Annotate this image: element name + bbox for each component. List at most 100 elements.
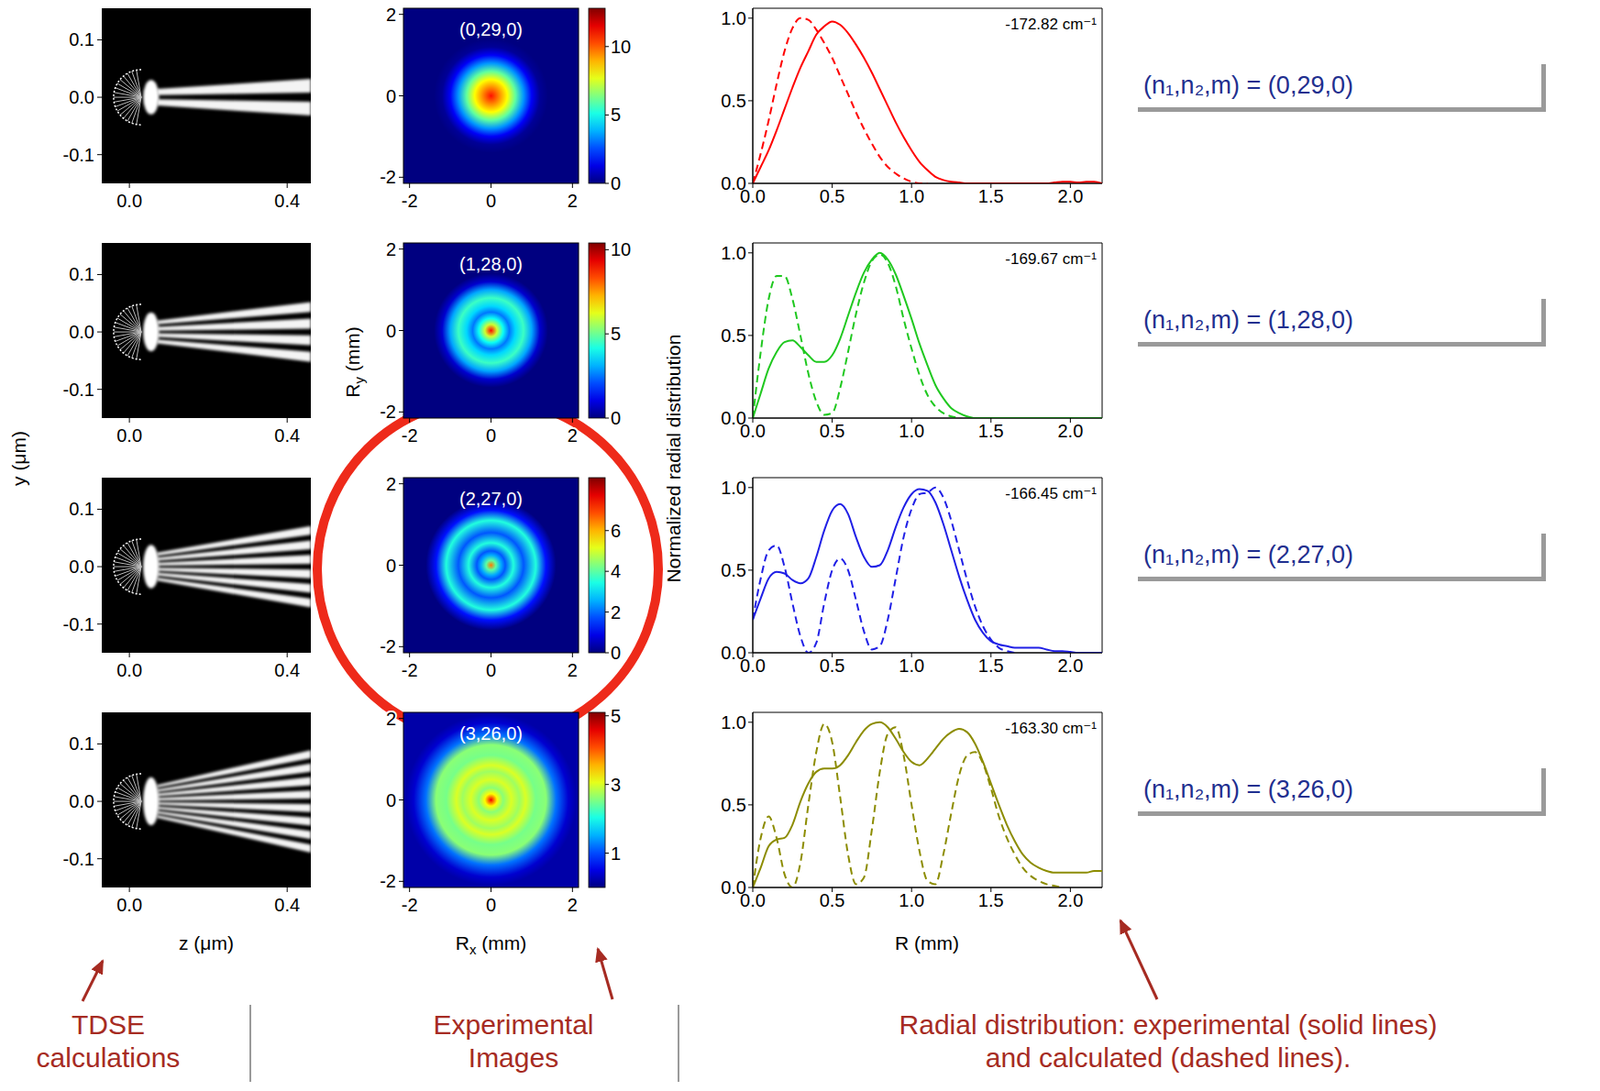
svg-text:-0.1: -0.1 (63, 144, 95, 166)
svg-text:6: 6 (610, 520, 621, 541)
svg-text:-2: -2 (401, 894, 419, 916)
svg-text:2: 2 (386, 239, 397, 260)
svg-text:2: 2 (386, 474, 397, 495)
html-text:Images: Images (468, 1042, 559, 1073)
svg-text:0: 0 (485, 660, 497, 681)
svg-text:0.5: 0.5 (720, 325, 747, 346)
svg-text:0.0: 0.0 (116, 660, 143, 681)
svg-text:0.0: 0.0 (68, 791, 95, 812)
svg-text:0: 0 (386, 555, 397, 576)
svg-text:0.0: 0.0 (720, 408, 747, 429)
svg-text:-0.1: -0.1 (63, 379, 95, 400)
svg-text:2: 2 (386, 708, 397, 729)
svg-text:-2: -2 (401, 660, 419, 681)
svg-text:0: 0 (610, 408, 621, 429)
svg-text:1.0: 1.0 (720, 477, 747, 498)
svg-text:y (μm): y (μm) (8, 430, 30, 486)
svg-text:-2: -2 (401, 425, 419, 446)
svg-text:2: 2 (567, 190, 578, 211)
svg-text:z (μm): z (μm) (178, 932, 234, 954)
svg-text:0.0: 0.0 (68, 87, 95, 108)
svg-text:1: 1 (610, 843, 621, 864)
html-text:calculations: calculations (36, 1042, 181, 1073)
svg-text:0.4: 0.4 (274, 190, 300, 211)
svg-text:5: 5 (610, 104, 621, 125)
svg-text:2: 2 (610, 602, 621, 623)
svg-text:0.5: 0.5 (720, 90, 747, 111)
svg-text:-2: -2 (379, 871, 397, 892)
svg-text:0.4: 0.4 (274, 894, 300, 916)
svg-text:0: 0 (485, 894, 497, 916)
svg-text:1.0: 1.0 (898, 890, 925, 911)
html-text:Radial distribution: experimen: Radial distribution: experimental (solid… (899, 1009, 1438, 1040)
svg-text:Rx (mm): Rx (mm) (455, 932, 527, 958)
svg-text:2.0: 2.0 (1057, 890, 1083, 911)
svg-text:4: 4 (610, 561, 621, 582)
svg-text:0.5: 0.5 (819, 420, 846, 442)
svg-text:1.0: 1.0 (898, 655, 925, 676)
svg-text:0.1: 0.1 (68, 733, 95, 754)
svg-text:0: 0 (485, 190, 497, 211)
svg-text:2.0: 2.0 (1057, 655, 1083, 676)
svg-text:(2,27,0): (2,27,0) (459, 488, 523, 509)
svg-text:0.0: 0.0 (720, 642, 747, 663)
svg-text:0: 0 (610, 173, 621, 194)
svg-text:0.1: 0.1 (68, 498, 95, 519)
svg-text:0.0: 0.0 (116, 894, 143, 916)
svg-text:-0.1: -0.1 (63, 849, 95, 870)
html-text:TDSE: TDSE (71, 1009, 145, 1040)
svg-text:0: 0 (610, 642, 621, 663)
svg-text:0.0: 0.0 (68, 556, 95, 577)
svg-text:0.5: 0.5 (819, 655, 846, 676)
svg-text:2: 2 (567, 425, 578, 446)
svg-text:0.0: 0.0 (116, 190, 143, 211)
svg-text:-0.1: -0.1 (63, 614, 95, 635)
svg-text:1.0: 1.0 (720, 242, 747, 264)
svg-text:1.5: 1.5 (978, 655, 1005, 676)
svg-text:0.4: 0.4 (274, 660, 300, 681)
svg-text:2.0: 2.0 (1057, 420, 1083, 442)
html-text:Experimental: Experimental (433, 1009, 594, 1040)
svg-text:1.5: 1.5 (978, 186, 1005, 207)
svg-text:1.5: 1.5 (978, 890, 1005, 911)
svg-text:0.0: 0.0 (68, 321, 95, 343)
svg-text:0: 0 (386, 790, 397, 811)
svg-text:0.5: 0.5 (819, 890, 846, 911)
svg-text:0: 0 (386, 320, 397, 342)
svg-text:5: 5 (610, 323, 621, 344)
svg-text:0.0: 0.0 (720, 877, 747, 898)
svg-text:0.5: 0.5 (720, 794, 747, 816)
svg-text:10: 10 (610, 239, 631, 260)
svg-text:5: 5 (610, 706, 621, 727)
svg-text:(0,29,0): (0,29,0) (459, 19, 523, 40)
svg-text:2: 2 (567, 894, 578, 916)
svg-text:Ry (mm): Ry (mm) (342, 326, 367, 398)
svg-text:Normalized radial distribution: Normalized radial distribution (662, 334, 685, 584)
svg-text:0.1: 0.1 (68, 264, 95, 285)
svg-text:0.0: 0.0 (720, 173, 747, 194)
svg-text:1.0: 1.0 (720, 8, 747, 29)
svg-text:(1,28,0): (1,28,0) (459, 253, 523, 275)
svg-text:0.5: 0.5 (819, 186, 846, 207)
svg-text:-2: -2 (379, 636, 397, 657)
svg-text:1.5: 1.5 (978, 420, 1005, 442)
svg-text:10: 10 (610, 36, 631, 57)
svg-text:0: 0 (386, 86, 397, 107)
svg-text:2: 2 (567, 660, 578, 681)
svg-text:-2: -2 (379, 166, 397, 188)
svg-text:0.1: 0.1 (68, 29, 95, 50)
svg-text:-2: -2 (401, 190, 419, 211)
svg-text:3: 3 (610, 774, 621, 795)
svg-text:0: 0 (485, 425, 497, 446)
svg-text:0.5: 0.5 (720, 560, 747, 581)
svg-text:2: 2 (386, 4, 397, 25)
svg-text:1.0: 1.0 (898, 186, 925, 207)
svg-text:2.0: 2.0 (1057, 186, 1083, 207)
svg-text:(3,26,0): (3,26,0) (459, 723, 523, 744)
svg-text:0.4: 0.4 (274, 425, 300, 446)
svg-text:1.0: 1.0 (898, 420, 925, 442)
svg-text:-2: -2 (379, 401, 397, 422)
svg-text:0.0: 0.0 (116, 425, 143, 446)
svg-text:1.0: 1.0 (720, 712, 747, 733)
svg-text:R (mm): R (mm) (894, 932, 960, 954)
